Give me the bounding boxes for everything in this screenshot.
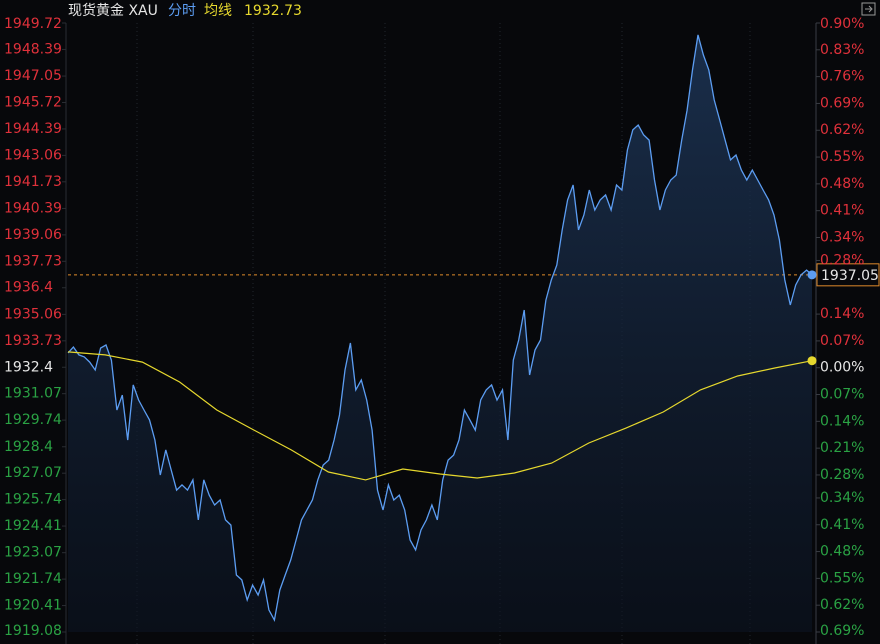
chart-title: 现货黄金 XAU	[68, 2, 158, 19]
y2-tick-label: 0.69%	[820, 95, 864, 111]
y-tick-label: 1937.73	[4, 253, 62, 269]
y2-tick-label: 0.00%	[820, 360, 864, 376]
y-tick-label: 1932.4	[4, 359, 53, 375]
y2-tick-label: 0.34%	[820, 490, 864, 506]
y-tick-label: 1944.39	[4, 121, 62, 137]
y2-tick-label: 0.14%	[820, 306, 864, 322]
y-tick-label: 1927.07	[4, 465, 62, 481]
y-tick-label: 1939.06	[4, 227, 62, 243]
end-dot	[807, 356, 817, 366]
y-tick-label: 1925.74	[4, 492, 62, 508]
legend-value: 1932.73	[244, 3, 302, 19]
y-tick-label: 1943.06	[4, 147, 62, 163]
y-tick-label: 1941.73	[4, 174, 62, 190]
y2-tick-label: 0.55%	[820, 149, 864, 165]
y-tick-label: 1924.41	[4, 518, 62, 534]
y-tick-label: 1921.74	[4, 571, 62, 587]
y2-tick-label: 0.62%	[820, 122, 864, 138]
y-tick-label: 1919.08	[4, 623, 62, 639]
y2-tick-label: 0.83%	[820, 42, 864, 58]
y-tick-label: 1928.4	[4, 439, 53, 455]
expand-icon[interactable]	[861, 2, 876, 16]
y2-tick-label: 0.48%	[820, 176, 864, 192]
y-tick-label: 1940.39	[4, 200, 62, 216]
y2-tick-label: 0.62%	[820, 597, 864, 613]
y-tick-label: 1923.07	[4, 545, 62, 561]
last-price-box	[816, 263, 880, 287]
y-tick-label: 1936.4	[4, 280, 53, 296]
line-layer	[62, 22, 880, 633]
y2-tick-label: 0.28%	[820, 467, 864, 483]
y-tick-label: 1948.39	[4, 41, 62, 57]
y2-tick-label: 0.34%	[820, 229, 864, 245]
y2-tick-label: 0.07%	[820, 387, 864, 403]
last-price-label: 1937.05	[821, 268, 879, 284]
y2-tick-label: 0.28%	[820, 252, 864, 268]
y2-tick-label: 0.21%	[820, 440, 864, 456]
y2-tick-label: 0.41%	[820, 203, 864, 219]
y-tick-label: 1947.05	[4, 68, 62, 84]
y-tick-label: 1931.07	[4, 386, 62, 402]
y-tick-label: 1920.41	[4, 598, 62, 614]
y-tick-label: 1945.72	[4, 95, 62, 111]
legend-label: 分时	[168, 3, 196, 19]
y-tick-label: 1949.72	[4, 16, 62, 32]
y2-tick-label: 0.90%	[820, 16, 864, 32]
y2-tick-label: 0.07%	[820, 333, 864, 349]
series-line	[67, 351, 813, 481]
expand-icon-arrow	[865, 5, 873, 13]
y-tick-label: 1933.73	[4, 333, 62, 349]
label-layer: 现货黄金 XAU 1949.72 1948.39 1947.05 1945.72 194…	[4, 2, 879, 639]
y2-tick-label: 0.41%	[820, 517, 864, 533]
y-tick-label: 1935.06	[4, 306, 62, 322]
y2-tick-label: 0.55%	[820, 570, 864, 586]
series-line	[67, 34, 813, 623]
y2-tick-label: 0.14%	[820, 413, 864, 429]
legend-label: 均线	[204, 3, 232, 19]
end-dot	[807, 270, 817, 280]
y2-tick-label: 0.48%	[820, 544, 864, 560]
y-tick-label: 1929.74	[4, 412, 62, 428]
price-area	[68, 34, 812, 632]
y2-tick-label: 0.69%	[820, 623, 864, 639]
area-layer	[68, 34, 812, 632]
y2-tick-label: 0.76%	[820, 69, 864, 85]
